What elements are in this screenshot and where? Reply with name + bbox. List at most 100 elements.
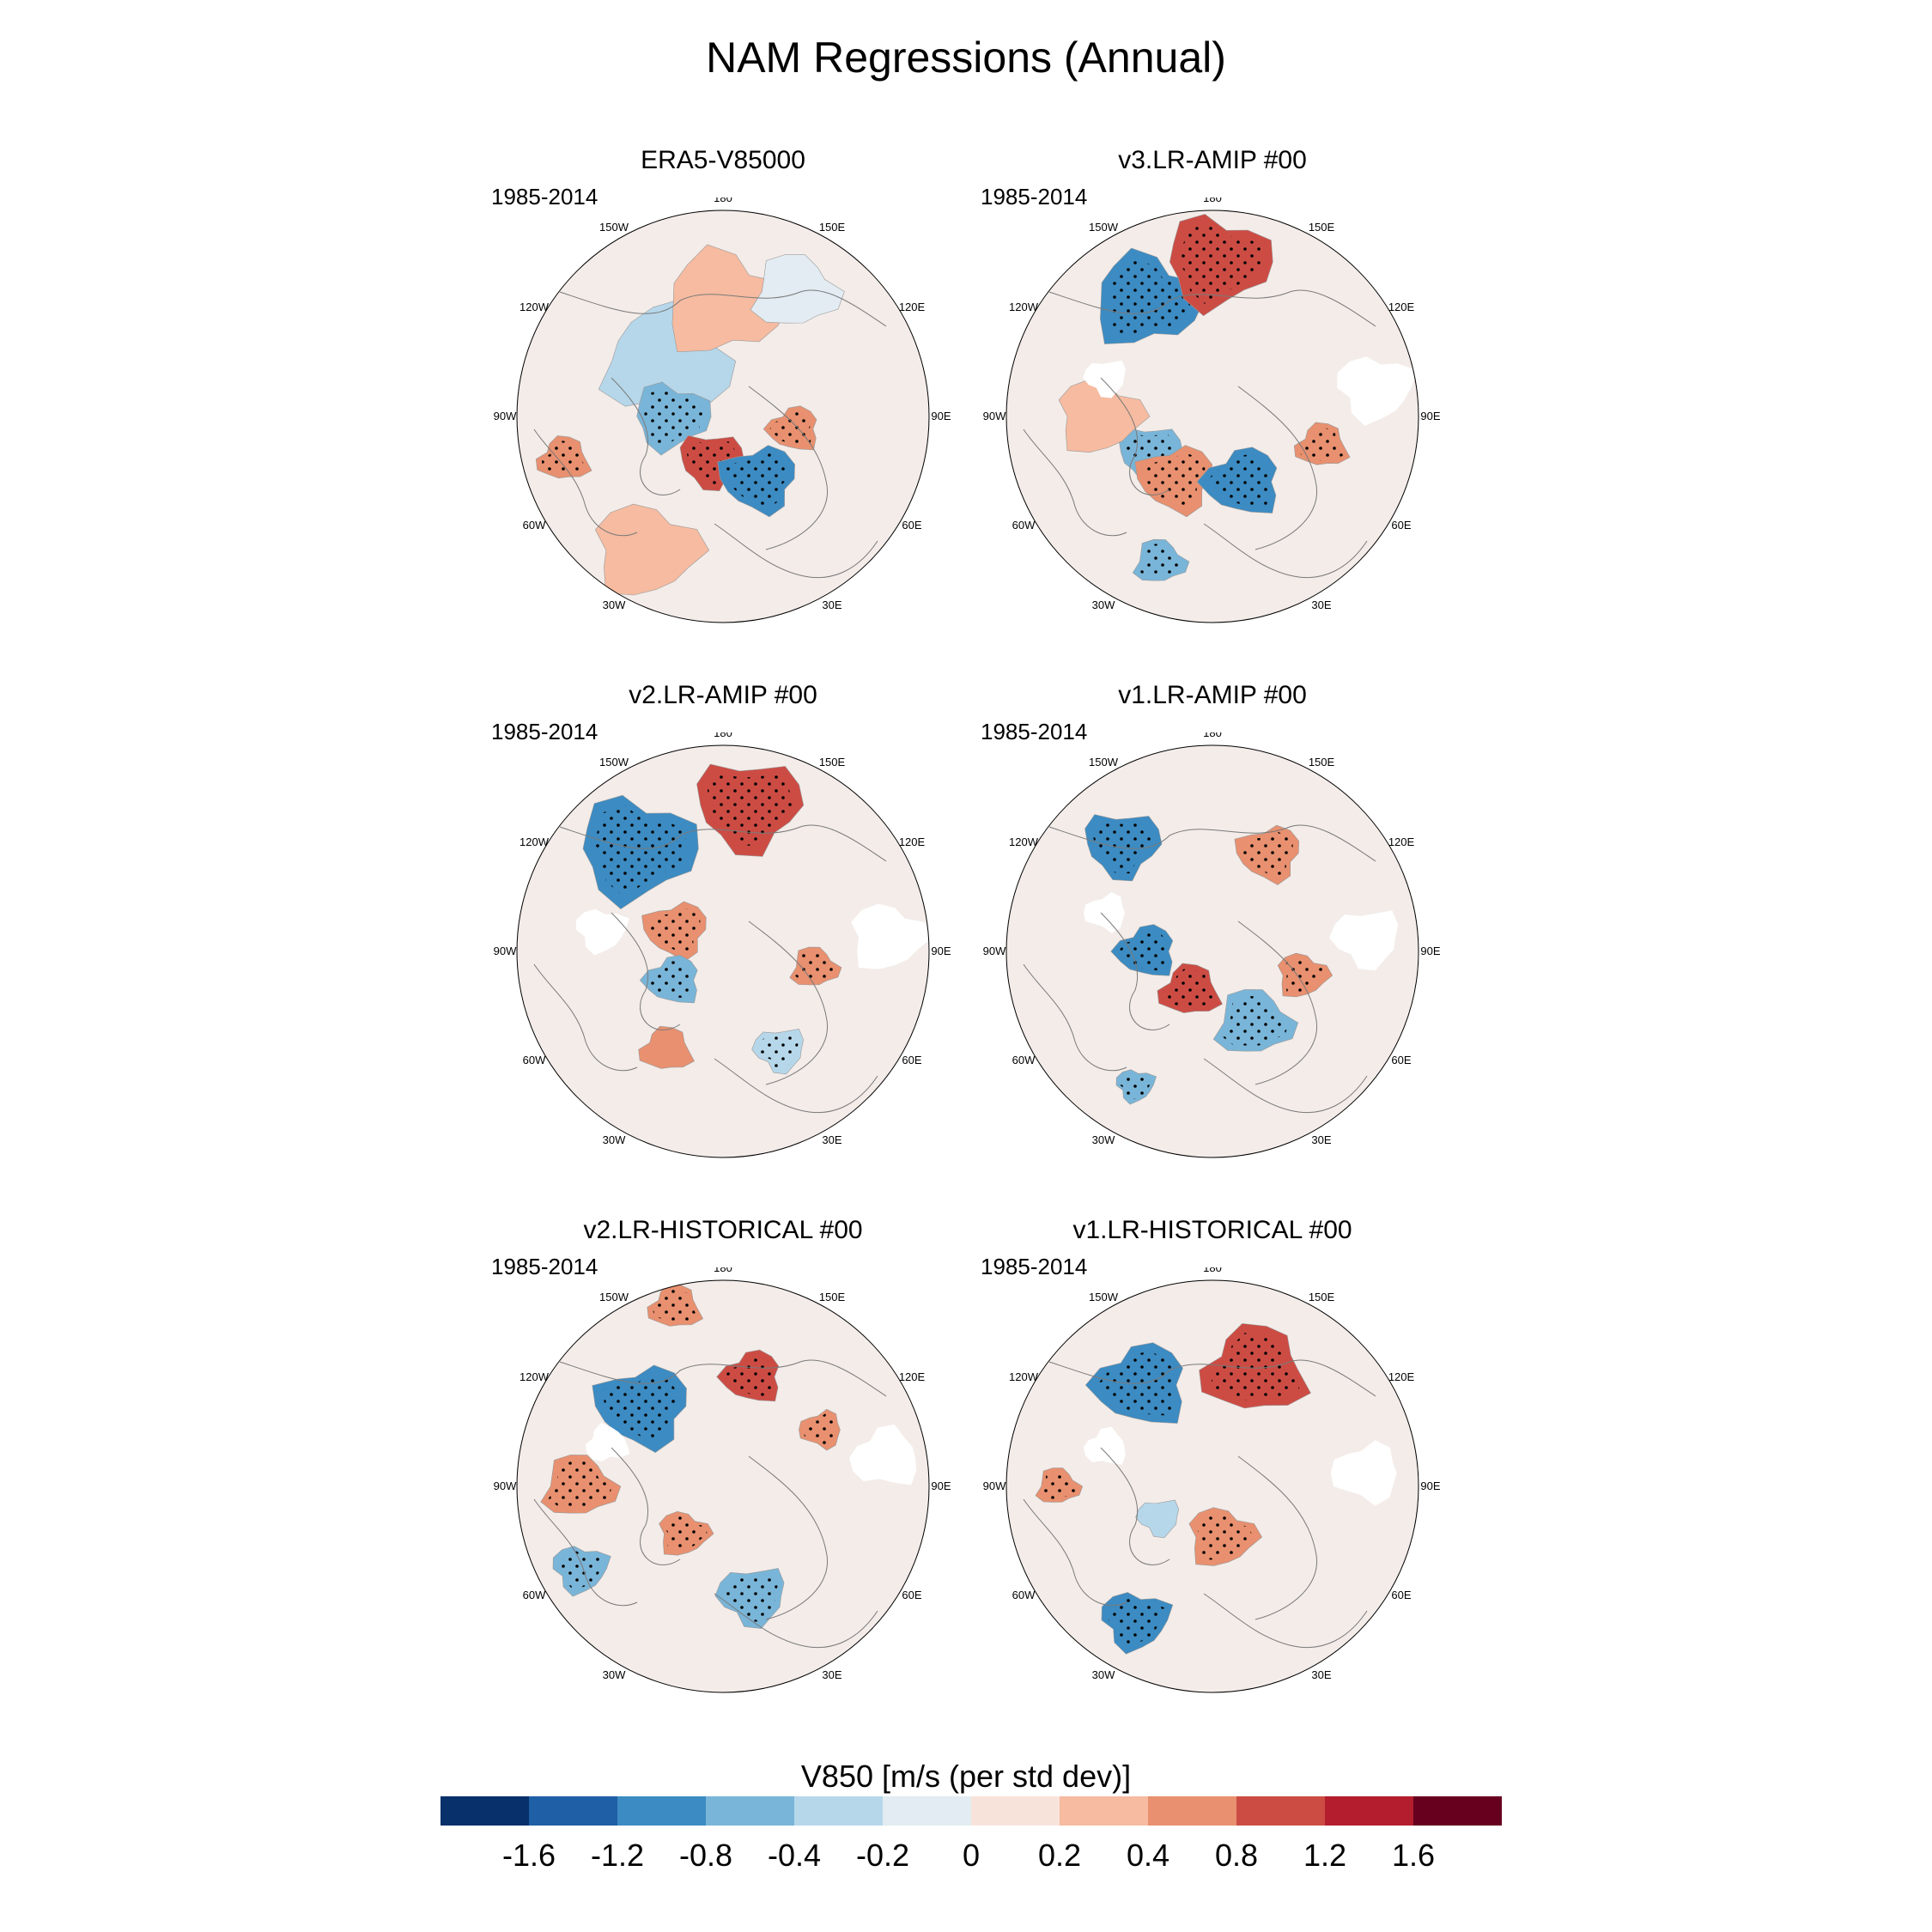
panel-title: ERA5-V85000 (641, 146, 805, 174)
longitude-label: 30W (1092, 1668, 1115, 1681)
longitude-label: 30E (822, 1133, 841, 1146)
longitude-label: 60E (1391, 519, 1411, 532)
panel-period: 1985-2014 (981, 1254, 1088, 1279)
longitude-label: 30W (1092, 1133, 1115, 1146)
longitude-label: 60W (523, 519, 546, 532)
missing-data-region (1083, 360, 1126, 398)
longitude-label: 150W (1089, 1291, 1119, 1303)
polar-map: 180150E120E90E60E30E030W60W90W120W150W (494, 197, 951, 623)
longitude-label: 30W (1092, 598, 1115, 611)
longitude-label: 120W (519, 835, 550, 848)
longitude-label: 150E (819, 1291, 846, 1303)
longitude-label: 90W (494, 1479, 517, 1492)
longitude-label: 90E (1420, 1479, 1440, 1492)
significance-stipple (769, 410, 812, 446)
significance-stipple (1179, 223, 1262, 306)
longitude-label: 120E (899, 301, 926, 313)
longitude-label: 150E (1309, 1291, 1335, 1303)
coastlines (533, 1359, 887, 1649)
missing-data-region (1330, 1440, 1397, 1506)
colorbar-tick-labels: -1.6 -1.2 -0.8 -0.4 -0.2 0 0.2 0.4 0.8 1.2 1.6 (440, 1838, 1502, 1880)
significance-stipple (1282, 957, 1327, 993)
polar-map: 180150E120E90E60E30E030W60W90W120W150W (494, 732, 951, 1158)
colorbar (440, 1796, 1502, 1826)
significance-stipple (722, 1573, 778, 1622)
map-border (516, 744, 930, 1158)
longitude-label: 30E (822, 598, 841, 611)
longitude-label: 60E (902, 1589, 921, 1601)
significance-stipple (643, 388, 703, 448)
panel-title: v3.LR-AMIP #00 (1118, 146, 1307, 174)
significance-stipple (1138, 544, 1183, 577)
significance-stipple (757, 1033, 799, 1070)
longitude-label: 120W (1009, 835, 1039, 848)
significance-stipple (1109, 258, 1193, 336)
colorbar-segment (1413, 1796, 1502, 1826)
longitude-label: 90E (1420, 410, 1440, 422)
colorbar-segment (706, 1796, 795, 1826)
map-border (1005, 1279, 1419, 1693)
longitude-label: 150W (1089, 756, 1119, 769)
significance-stipple (794, 951, 836, 981)
colorbar-tick-label: 0.2 (1037, 1838, 1082, 1873)
longitude-label: 90W (983, 945, 1006, 957)
coastlines (1023, 824, 1376, 1114)
colorbar-tick-label: 0.8 (1214, 1838, 1259, 1873)
colorbar-tick-label: 0 (962, 1838, 981, 1873)
map-panel-v1-amip: v1.LR-AMIP #00 1985-2014 180 150E 120E 90E 6… (946, 681, 1479, 1162)
longitude-label: 30E (822, 1668, 841, 1681)
longitude-label: 120E (1388, 835, 1415, 848)
significance-stipple (648, 907, 701, 956)
colorbar-tick-label: -1.6 (501, 1838, 556, 1873)
longitude-label: 30E (1311, 1133, 1331, 1146)
significance-stipple (1241, 830, 1293, 879)
panel-period: 1985-2014 (981, 719, 1088, 744)
significance-stipple (1120, 1072, 1152, 1101)
map-border (1005, 744, 1419, 1158)
significance-stipple (653, 1288, 698, 1323)
missing-data-region (851, 903, 929, 969)
colorbar-segment (529, 1796, 618, 1826)
longitude-label: 90E (1420, 945, 1440, 957)
longitude-label: 30E (1311, 1668, 1331, 1681)
panel-period: 1985-2014 (491, 184, 598, 210)
longitude-label: 90E (931, 410, 951, 422)
significance-stipple (1195, 1513, 1255, 1560)
significance-stipple (541, 440, 586, 475)
longitude-label: 60W (523, 1589, 546, 1601)
longitude-label: 60W (1012, 1589, 1036, 1601)
significance-stipple (1210, 1333, 1300, 1401)
panel-title: v2.LR-AMIP #00 (629, 681, 817, 709)
anomaly-region (671, 244, 789, 353)
polar-map: 180150E120E90E60E30E030W60W90W120W150W (494, 1267, 951, 1693)
significance-stipple (1299, 427, 1345, 461)
longitude-label: 150W (599, 756, 629, 769)
colorbar-tick-label: -1.2 (590, 1838, 645, 1873)
missing-data-region (1083, 1426, 1126, 1465)
figure-title: NAM Regressions (Annual) (706, 33, 1226, 82)
longitude-label: 90E (931, 945, 951, 957)
colorbar-segment (617, 1796, 707, 1826)
missing-data-region (1329, 910, 1399, 971)
longitude-label: 150W (1089, 221, 1119, 234)
anomaly-region (638, 1025, 696, 1069)
longitude-label: 90W (494, 410, 517, 422)
longitude-label: 60E (1391, 1054, 1411, 1066)
colorbar-segment (1148, 1796, 1237, 1826)
colorbar-segment (1060, 1796, 1149, 1826)
longitude-label: 90W (983, 1479, 1006, 1492)
longitude-label: 60E (902, 519, 921, 532)
longitude-label: 30W (603, 1668, 626, 1681)
colorbar-segment (1236, 1796, 1326, 1826)
significance-stipple (724, 1355, 774, 1397)
anomaly-region (1135, 1499, 1180, 1539)
map-border (516, 210, 930, 623)
longitude-label: 30W (603, 598, 626, 611)
longitude-label: 120W (1009, 1370, 1039, 1383)
significance-stipple (1108, 1598, 1165, 1648)
colorbar-title: V850 [m/s (per std dev)] (800, 1759, 1132, 1794)
significance-stipple (1206, 453, 1270, 507)
colorbar-segment (794, 1796, 884, 1826)
significance-stipple (664, 1516, 708, 1552)
panel-period: 1985-2014 (491, 1254, 598, 1279)
